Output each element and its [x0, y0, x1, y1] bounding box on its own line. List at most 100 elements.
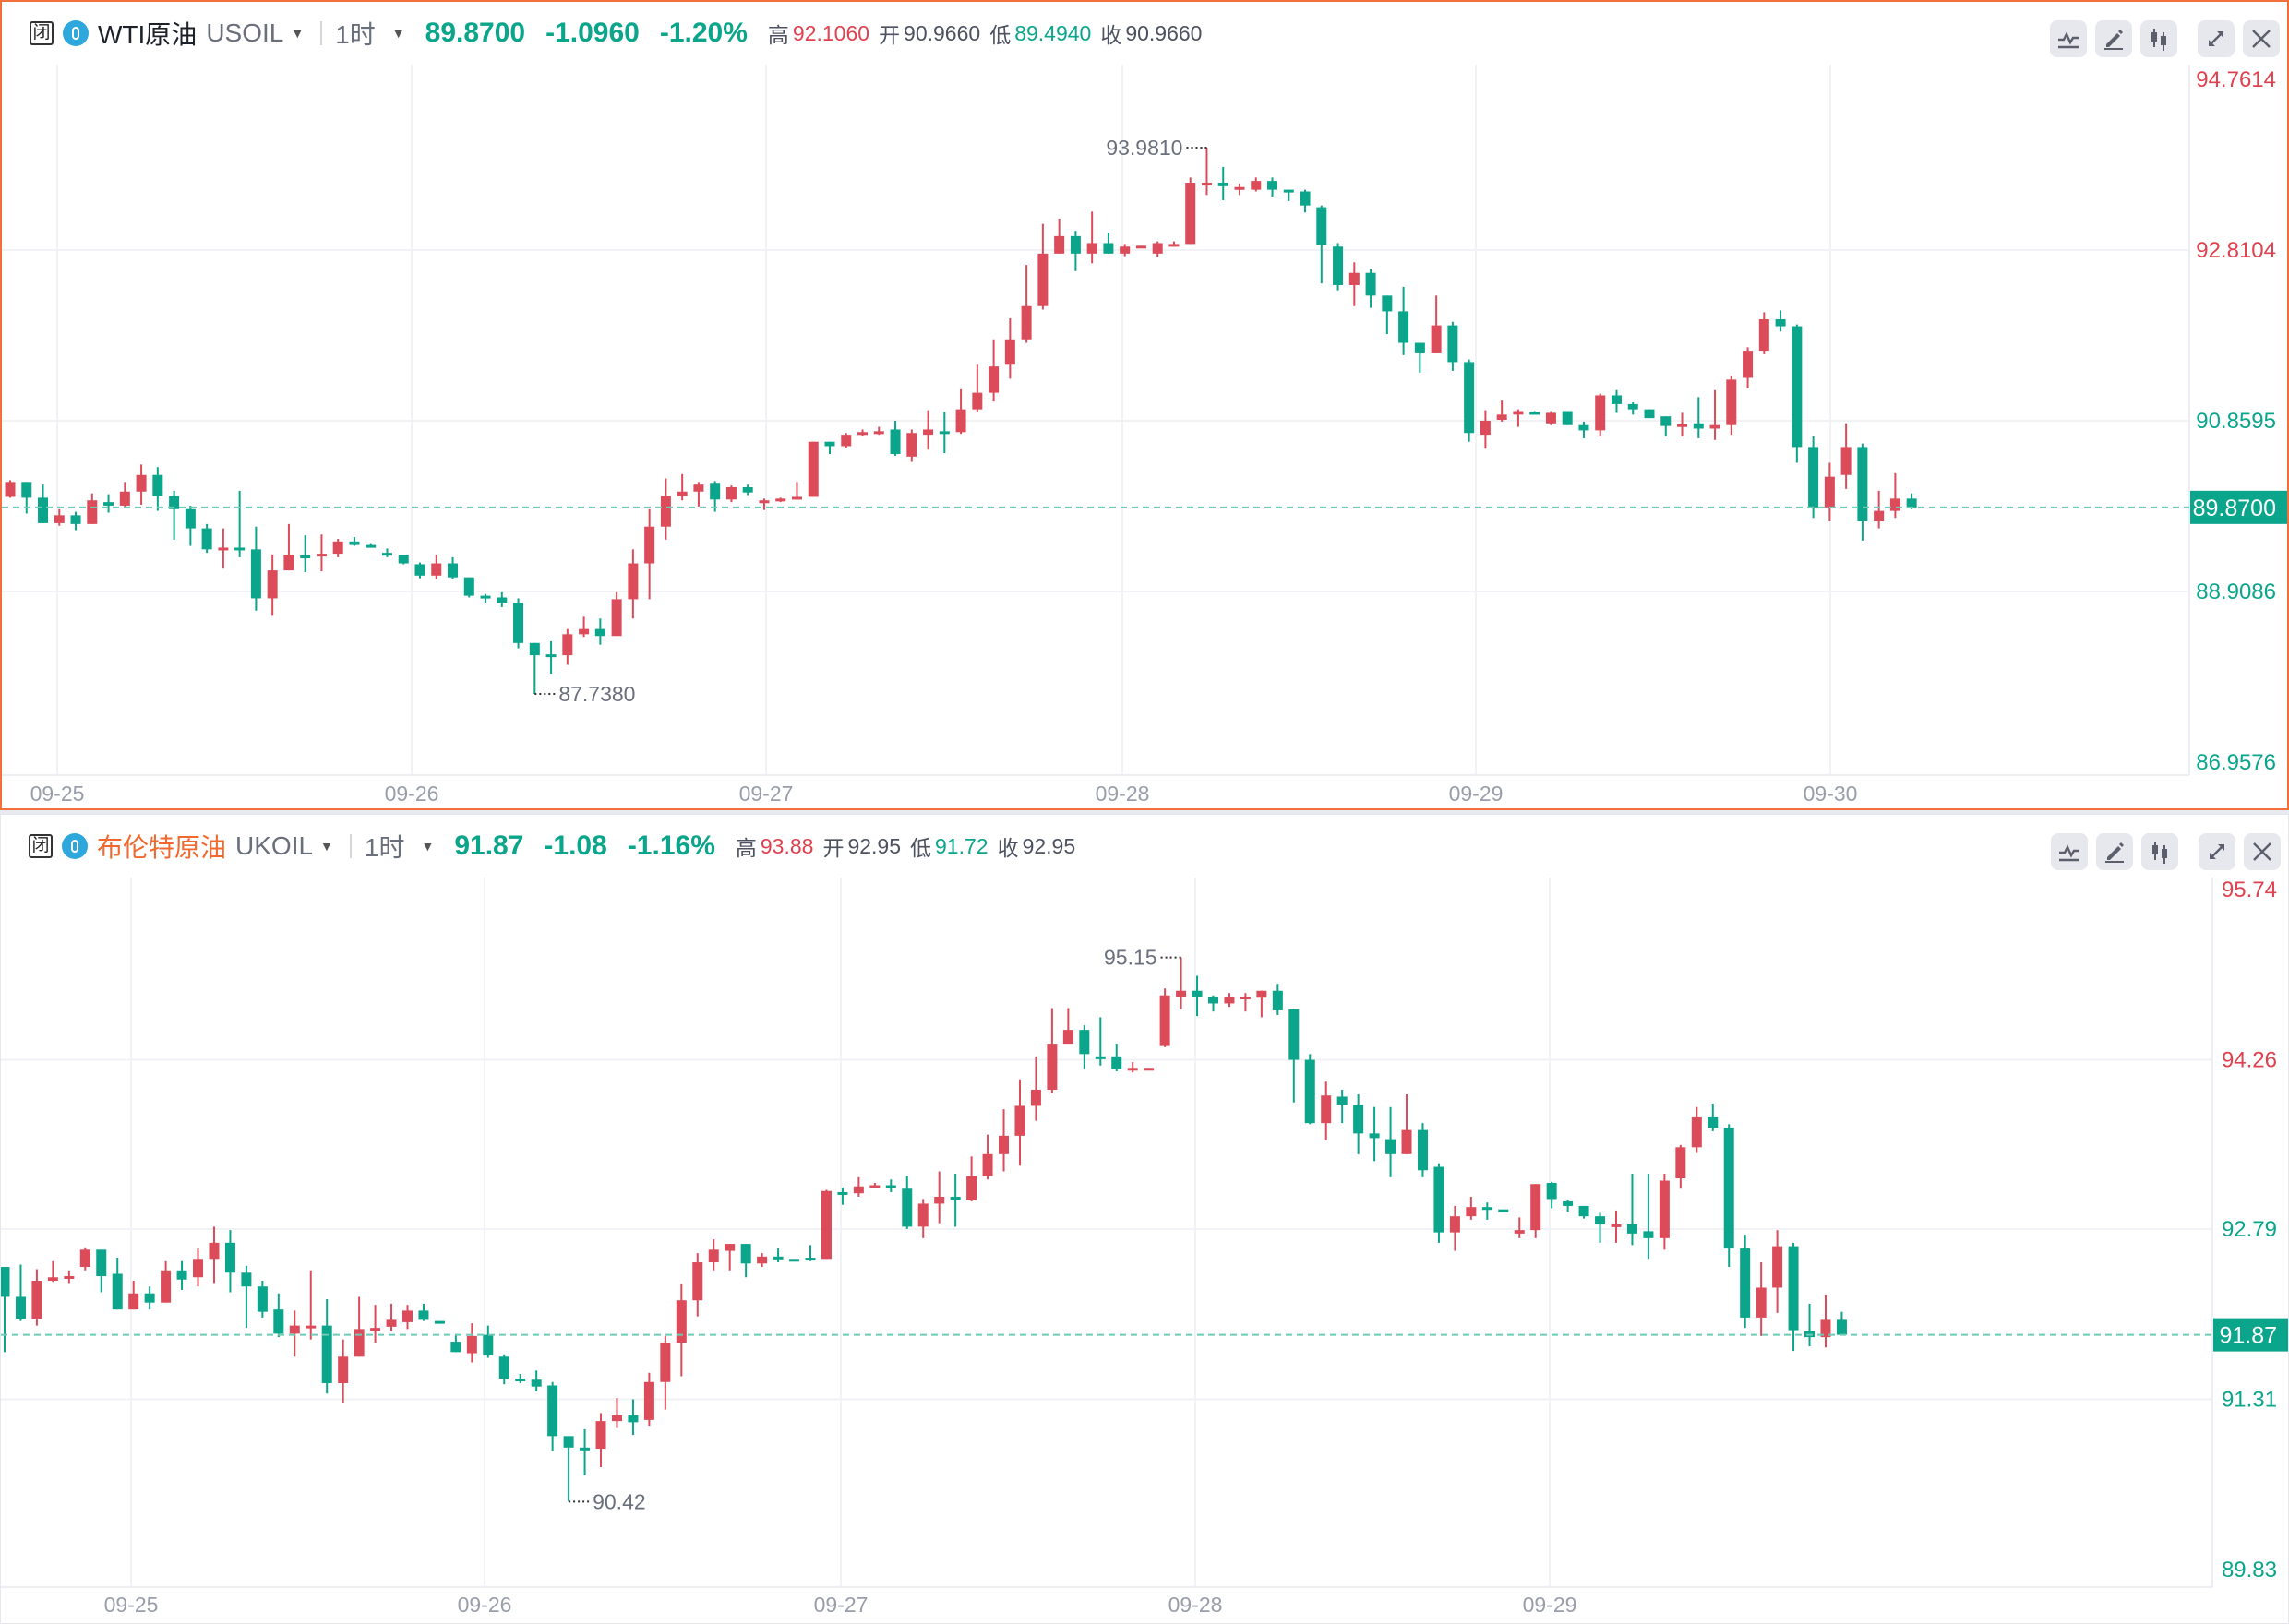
- candle[interactable]: [1176, 957, 1187, 1009]
- candle[interactable]: [1643, 1174, 1654, 1260]
- candle[interactable]: [547, 1381, 558, 1451]
- candle[interactable]: [354, 1296, 365, 1357]
- symbol-dropdown-caret-icon[interactable]: ▼: [320, 839, 333, 854]
- candle[interactable]: [257, 1280, 268, 1318]
- candle[interactable]: [1496, 400, 1507, 422]
- candlestick-chart[interactable]: 09-25 09-26 09-27 09-28 09-29 09-30 94.7614 92.…: [2, 2, 2287, 808]
- candle[interactable]: [725, 485, 737, 503]
- candle[interactable]: [1447, 321, 1458, 371]
- candle[interactable]: [757, 1253, 768, 1268]
- candle[interactable]: [1820, 1294, 1831, 1348]
- candle[interactable]: [185, 505, 196, 546]
- candle[interactable]: [789, 1259, 800, 1262]
- candle[interactable]: [1054, 218, 1065, 254]
- candle[interactable]: [773, 1248, 784, 1263]
- candle[interactable]: [96, 1249, 107, 1293]
- candle[interactable]: [1047, 1008, 1058, 1093]
- candle[interactable]: [152, 467, 163, 511]
- candle[interactable]: [381, 548, 392, 557]
- close-panel-button[interactable]: [2243, 20, 2280, 57]
- candlestick-chart[interactable]: 09-25 09-26 09-27 09-28 09-29 95.74 94.26 92.79…: [1, 815, 2288, 1623]
- candle[interactable]: [1401, 1093, 1412, 1154]
- candle[interactable]: [1398, 286, 1409, 355]
- indicator-button[interactable]: [2050, 20, 2087, 57]
- candle[interactable]: [841, 433, 852, 448]
- candle[interactable]: [1675, 1144, 1686, 1189]
- candle[interactable]: [1756, 1262, 1767, 1336]
- candle[interactable]: [38, 484, 49, 523]
- candle[interactable]: [1267, 177, 1278, 197]
- interval-selector[interactable]: 1时: [335, 20, 376, 49]
- candle[interactable]: [999, 1109, 1010, 1172]
- candle[interactable]: [1192, 975, 1203, 1017]
- candle[interactable]: [853, 1176, 864, 1197]
- candle[interactable]: [1788, 1242, 1799, 1352]
- interval-dropdown-caret-icon[interactable]: ▼: [421, 839, 435, 854]
- candle[interactable]: [1530, 1184, 1541, 1238]
- candle[interactable]: [1709, 389, 1720, 440]
- candle[interactable]: [1365, 269, 1376, 308]
- candle[interactable]: [1217, 166, 1228, 200]
- candle[interactable]: [1348, 262, 1360, 306]
- candle[interactable]: [1111, 1044, 1122, 1072]
- candle[interactable]: [1251, 177, 1262, 192]
- candle[interactable]: [480, 593, 491, 603]
- candle[interactable]: [5, 480, 16, 498]
- candle[interactable]: [1644, 409, 1655, 419]
- candle[interactable]: [1578, 1205, 1589, 1219]
- candle[interactable]: [1234, 183, 1245, 196]
- candle[interactable]: [1333, 243, 1344, 291]
- candle[interactable]: [119, 482, 130, 508]
- candle[interactable]: [611, 1398, 622, 1428]
- candle[interactable]: [1120, 244, 1131, 257]
- candle[interactable]: [885, 1179, 896, 1192]
- candle[interactable]: [1772, 1230, 1783, 1313]
- candle[interactable]: [808, 441, 819, 497]
- candle[interactable]: [857, 429, 869, 436]
- candle[interactable]: [611, 591, 622, 637]
- candle[interactable]: [386, 1303, 397, 1331]
- candle[interactable]: [906, 429, 917, 462]
- candle[interactable]: [545, 640, 557, 674]
- candle[interactable]: [1, 1267, 10, 1353]
- candle[interactable]: [1152, 241, 1163, 257]
- candle[interactable]: [398, 555, 409, 565]
- candle[interactable]: [579, 616, 590, 638]
- candle[interactable]: [1208, 995, 1218, 1012]
- interval-selector[interactable]: 1时: [364, 833, 405, 862]
- candle[interactable]: [79, 1247, 90, 1271]
- candle[interactable]: [1498, 1209, 1509, 1212]
- candle[interactable]: [1792, 324, 1803, 463]
- candle[interactable]: [1889, 472, 1900, 519]
- candle[interactable]: [402, 1305, 413, 1330]
- expand-button[interactable]: [2198, 20, 2235, 57]
- candle[interactable]: [70, 511, 81, 531]
- candle[interactable]: [1595, 393, 1606, 437]
- interval-dropdown-caret-icon[interactable]: ▼: [391, 26, 405, 41]
- candle[interactable]: [982, 1134, 993, 1180]
- candle[interactable]: [873, 426, 884, 436]
- candle[interactable]: [531, 1370, 542, 1391]
- candle[interactable]: [708, 1239, 719, 1271]
- candle[interactable]: [628, 1399, 639, 1436]
- candle[interactable]: [497, 591, 508, 607]
- candle[interactable]: [448, 556, 459, 579]
- candle[interactable]: [1514, 1217, 1525, 1238]
- candle[interactable]: [349, 537, 360, 546]
- candle[interactable]: [805, 1245, 816, 1261]
- candle[interactable]: [1037, 223, 1049, 310]
- candle[interactable]: [169, 490, 180, 540]
- candle[interactable]: [660, 478, 671, 540]
- candle[interactable]: [1304, 1054, 1315, 1125]
- candle[interactable]: [1836, 1311, 1847, 1335]
- candle[interactable]: [1224, 993, 1235, 1008]
- draw-button[interactable]: [2096, 833, 2133, 870]
- candle[interactable]: [1808, 436, 1819, 519]
- candle[interactable]: [934, 1171, 945, 1224]
- expand-button[interactable]: [2199, 833, 2235, 870]
- candle[interactable]: [515, 1374, 526, 1383]
- candle[interactable]: [1513, 409, 1524, 427]
- candle[interactable]: [1201, 148, 1212, 196]
- candle[interactable]: [939, 412, 950, 454]
- candle[interactable]: [1431, 295, 1442, 353]
